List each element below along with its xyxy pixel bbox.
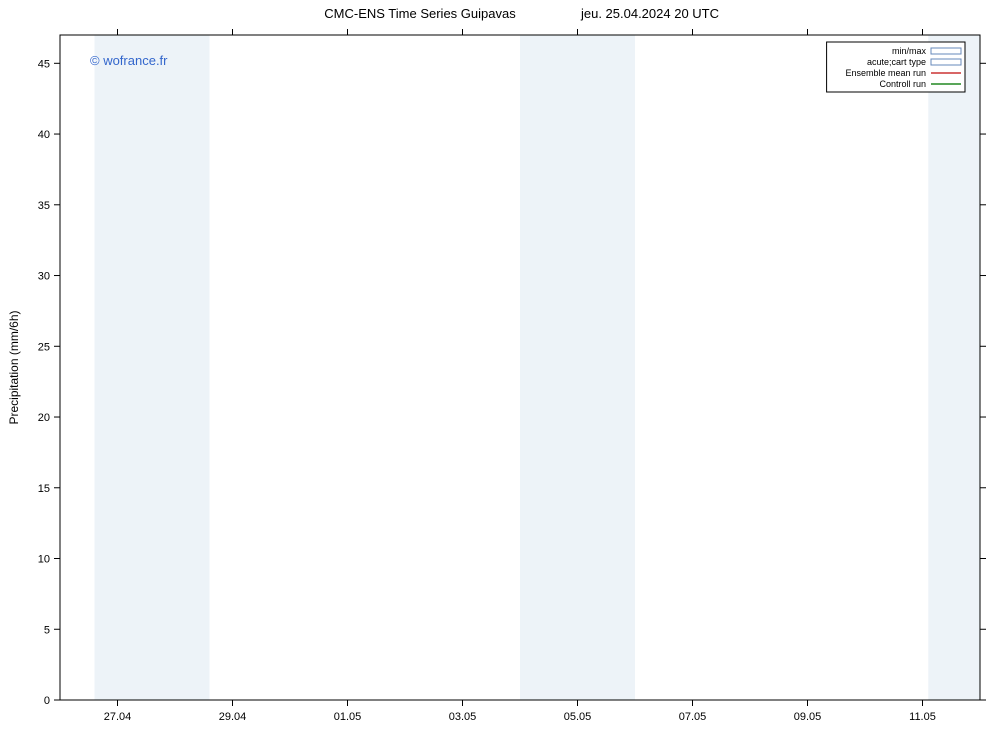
y-tick-label: 25 <box>38 341 50 353</box>
shade-band <box>520 35 635 700</box>
y-tick-label: 35 <box>38 200 50 212</box>
legend: min/maxacute;cart typeEnsemble mean runC… <box>827 42 965 92</box>
legend-label: acute;cart type <box>867 57 926 67</box>
x-tick-label: 29.04 <box>219 711 247 723</box>
x-tick-label: 01.05 <box>334 711 362 723</box>
y-tick-label: 20 <box>38 412 50 424</box>
x-tick-label: 11.05 <box>909 711 936 723</box>
x-tick-label: 09.05 <box>794 711 822 723</box>
y-tick-label: 45 <box>38 58 50 70</box>
precipitation-chart: 0 5 10 15 20 25 30 35 40 45 Precipitation (mm/6h) 2… <box>0 0 1000 733</box>
x-tick-label: 27.04 <box>104 711 132 723</box>
watermark-text: © wofrance.fr <box>90 53 168 68</box>
shade-band <box>928 35 980 700</box>
x-tick-label: 03.05 <box>449 711 477 723</box>
y-tick-label: 40 <box>38 129 50 141</box>
x-tick-label: 05.05 <box>564 711 592 723</box>
legend-label: Controll run <box>879 79 926 89</box>
shade-band <box>95 35 210 700</box>
y-axis-label: Precipitation (mm/6h) <box>7 310 21 424</box>
x-tick-label: 07.05 <box>679 711 707 723</box>
chart-title-right: jeu. 25.04.2024 20 UTC <box>580 6 719 21</box>
y-tick-label: 0 <box>44 695 50 707</box>
y-tick-label: 5 <box>44 624 50 636</box>
legend-label: Ensemble mean run <box>845 68 926 78</box>
legend-label: min/max <box>892 46 927 56</box>
chart-container: 0 5 10 15 20 25 30 35 40 45 Precipitation (mm/6h) 2… <box>0 0 1000 733</box>
y-tick-label: 15 <box>38 483 50 495</box>
chart-title-left: CMC-ENS Time Series Guipavas <box>324 6 516 21</box>
y-tick-label: 10 <box>38 554 50 566</box>
y-tick-label: 30 <box>38 271 50 283</box>
